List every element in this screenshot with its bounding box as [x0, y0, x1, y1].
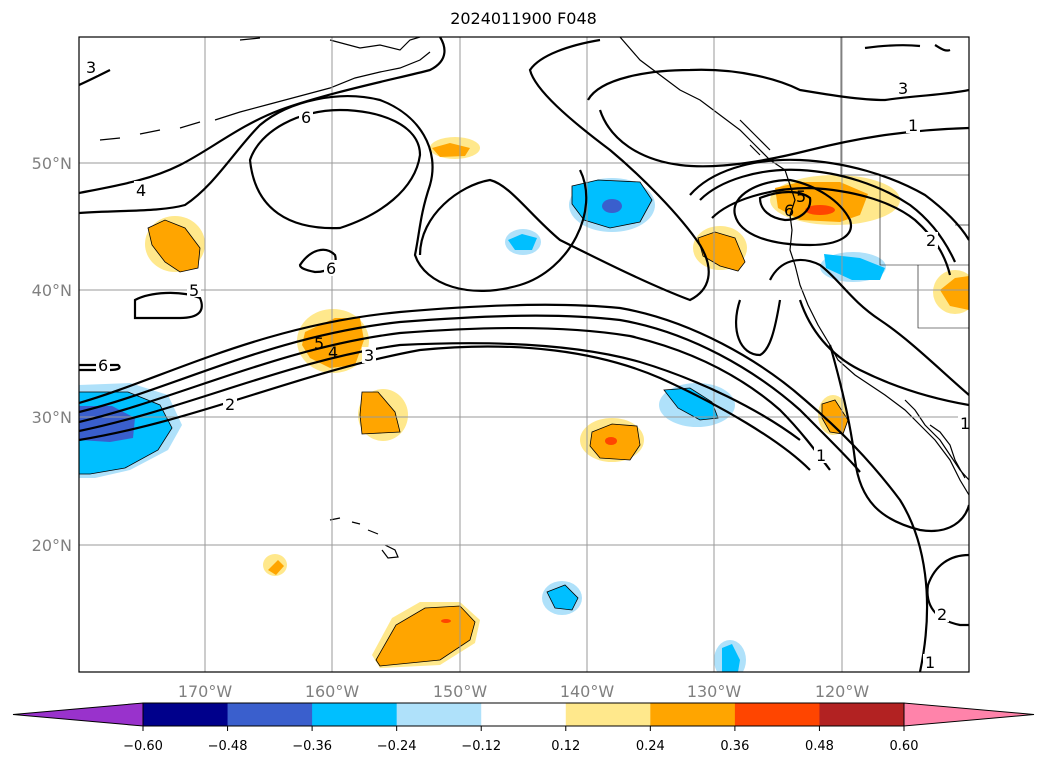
- lat-label: 40°N: [32, 281, 72, 300]
- lon-label: 130°W: [687, 682, 742, 701]
- colorbar-tick-label: −0.60: [123, 739, 163, 754]
- colorbar-extension-high: [904, 703, 1034, 726]
- colorbar-extension-low: [13, 703, 143, 726]
- lat-label: 30°N: [32, 408, 72, 427]
- colorbar-tick-label: 0.12: [551, 739, 580, 754]
- colorbar-segment: [312, 703, 398, 726]
- colorbar-segment: [396, 703, 482, 726]
- contour-label: 1: [908, 116, 918, 135]
- colorbar-tick-label: −0.36: [292, 739, 332, 754]
- colorbar-tick-label: −0.48: [208, 739, 248, 754]
- colorbar: −0.60 −0.48 −0.36 −0.24 −0.12 0.12 0.24 0.36 0.4…: [12, 702, 1035, 754]
- colorbar-tick-label: 0.24: [636, 739, 665, 754]
- colorbar-tick-label: 0.60: [890, 739, 919, 754]
- coastlines: [99, 37, 969, 559]
- longitude-labels: 170°W 160°W 150°W 140°W 130°W 120°W: [178, 682, 870, 701]
- contour-label: 1: [960, 414, 970, 433]
- colorbar-segment: [481, 703, 567, 726]
- colorbar-tick-label: −0.24: [377, 739, 417, 754]
- colorbar-segment: [650, 703, 736, 726]
- lon-label: 140°W: [560, 682, 615, 701]
- contour-label: 3: [364, 346, 374, 365]
- lat-label: 50°N: [32, 154, 72, 173]
- contour-label: 3: [86, 58, 96, 77]
- colorbar-segment: [734, 703, 820, 726]
- colorbar-segment: [819, 703, 905, 726]
- latitude-labels: 50°N 40°N 30°N 20°N: [32, 154, 72, 555]
- contour-lines: [79, 37, 969, 672]
- contour-label: 3: [898, 79, 908, 98]
- contour-label: 5: [314, 334, 324, 353]
- contour-label: 5: [796, 187, 806, 206]
- contour-label: 1: [816, 446, 826, 465]
- colorbar-segment: [565, 703, 651, 726]
- contour-label: 5: [189, 281, 199, 300]
- colorbar-segment: [143, 703, 229, 726]
- lon-label: 160°W: [305, 682, 360, 701]
- contour-label: 2: [937, 605, 947, 624]
- lon-label: 170°W: [178, 682, 233, 701]
- colorbar-tick-label: 0.48: [805, 739, 834, 754]
- contour-labels: 3 6 4 6 5 6 5 4 3 2 3 1 5 6 2 1: [84, 58, 970, 672]
- contour-label: 6: [784, 201, 794, 220]
- contour-label: 1: [925, 653, 935, 672]
- map-title: 2024011900 F048: [450, 9, 597, 28]
- lat-label: 20°N: [32, 536, 72, 555]
- contour-label: 2: [225, 395, 235, 414]
- colorbar-tick-label: −0.12: [461, 739, 501, 754]
- colorbar-segment: [227, 703, 313, 726]
- lon-label: 150°W: [433, 682, 488, 701]
- map-area: 3 6 4 6 5 6 5 4 3 2 3 1 5 6 2 1: [79, 37, 970, 672]
- contour-label: 6: [98, 356, 108, 375]
- colorbar-tick-label: 0.36: [720, 739, 749, 754]
- contour-label: 6: [301, 108, 311, 127]
- contour-label: 4: [328, 343, 338, 362]
- contour-label: 6: [326, 259, 336, 278]
- contour-label: 2: [926, 231, 936, 250]
- map-frame: [78, 36, 970, 673]
- lon-label: 120°W: [815, 682, 870, 701]
- contour-label: 4: [136, 181, 146, 200]
